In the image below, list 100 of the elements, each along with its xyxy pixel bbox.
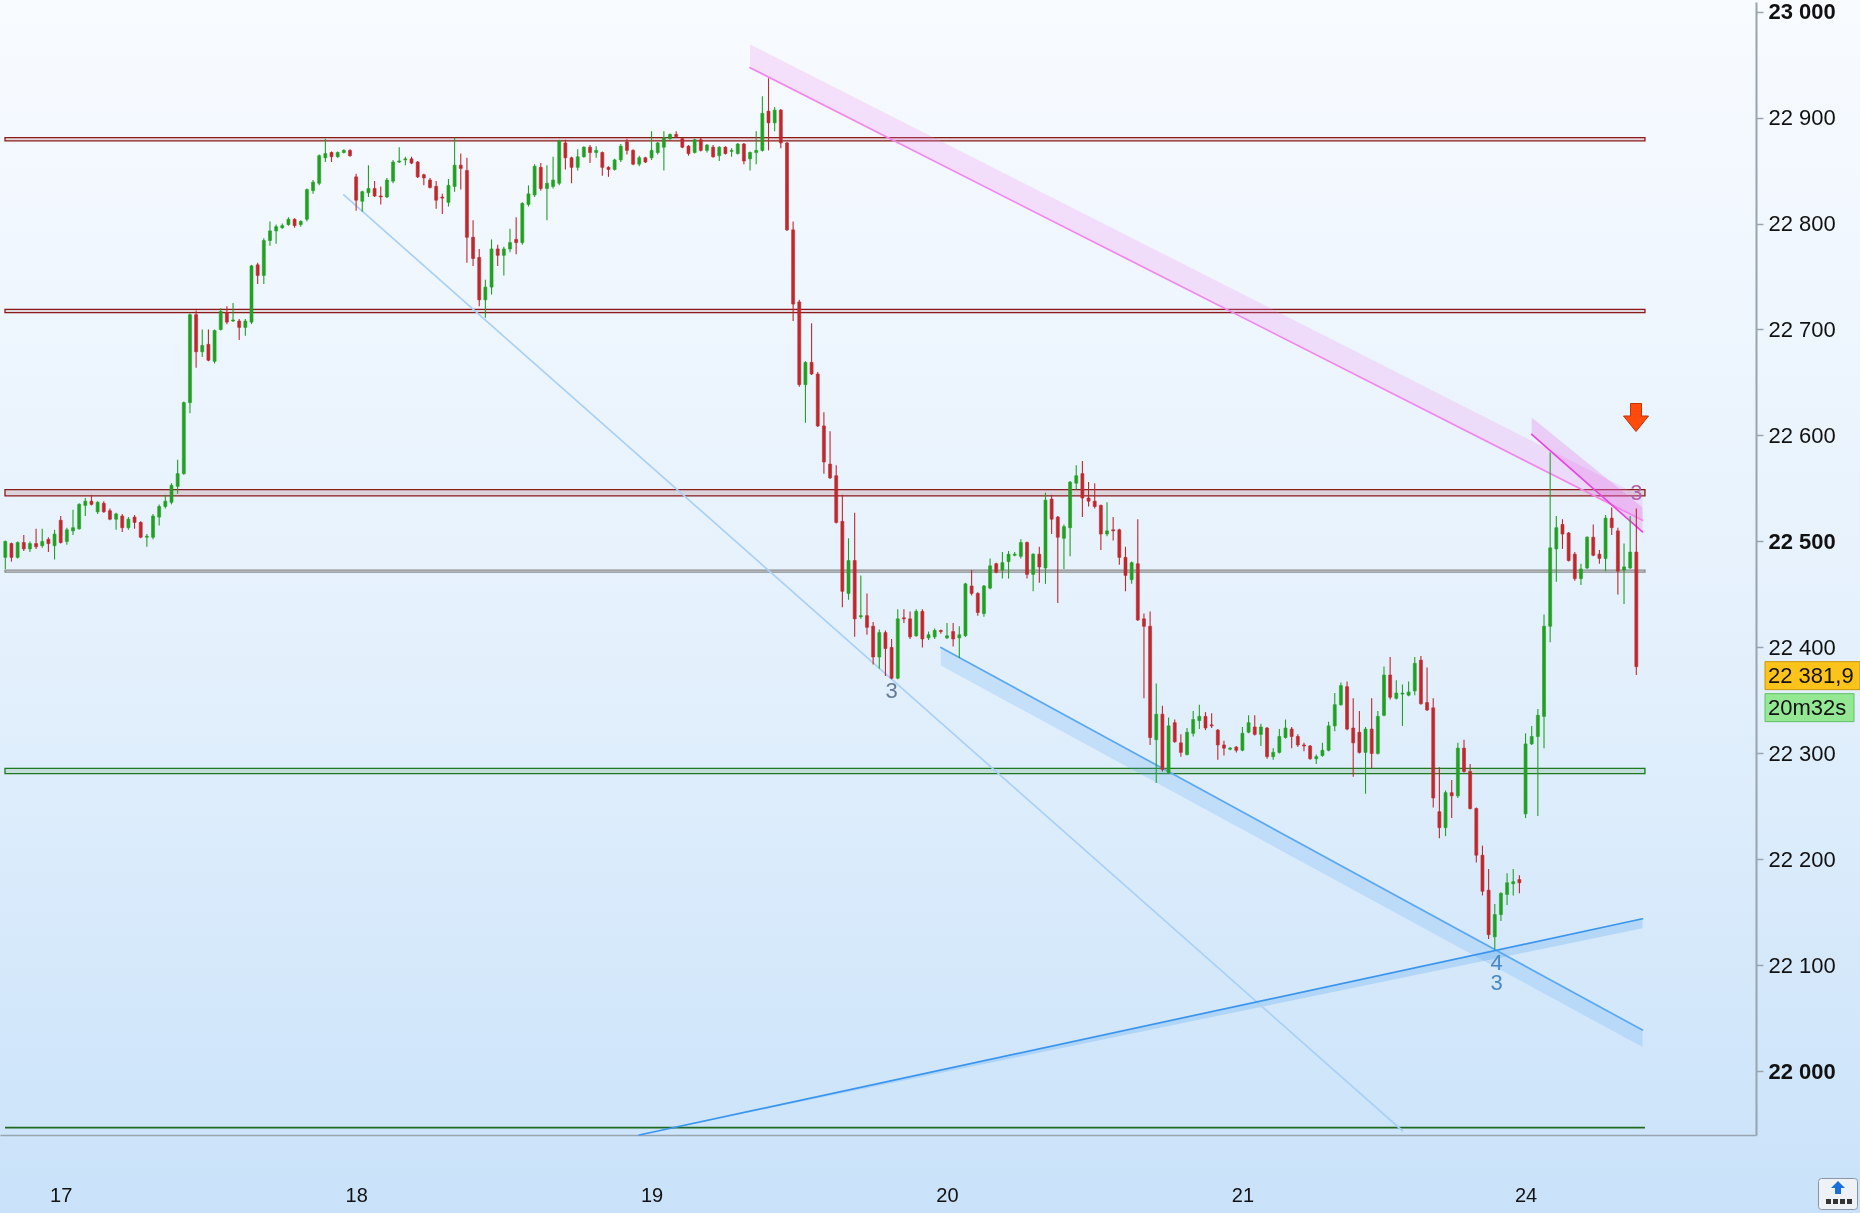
candlestick [1259,723,1263,747]
candlestick [274,224,278,245]
candlestick [988,557,992,590]
candlestick [218,307,223,332]
candlestick [575,148,580,172]
candlestick [545,164,549,221]
candlestick [40,528,45,549]
annotation: 3 [885,678,898,704]
candlestick [969,569,974,597]
candlestick [458,153,463,191]
candlestick [58,515,63,545]
candlestick [1425,667,1429,712]
candlestick [1492,903,1497,951]
candlestick [1185,727,1189,757]
candlestick [1529,725,1534,746]
candlestick [902,608,906,624]
candlestick [1462,739,1466,774]
x-tick-label: 24 [1514,1183,1538,1206]
y-tick-label: 22 300 [1768,740,1836,766]
x-tick-label: 19 [640,1183,664,1206]
x-tick-label: 21 [1231,1183,1255,1206]
candlestick [1388,656,1392,700]
candlestick [237,318,241,341]
y-tick-label: 22 900 [1768,105,1836,131]
candlestick [151,513,155,540]
candlestick [83,497,88,517]
y-tick-label: 23 000 [1768,0,1836,25]
candlestick [378,185,383,205]
candlestick [1449,779,1454,819]
candlestick [1579,563,1583,586]
candlestick [508,228,512,253]
text: 20m32s [1768,694,1847,720]
candlestick [206,328,211,362]
candlestick [1216,728,1220,761]
candlestick [157,503,161,527]
candlestick [145,533,149,548]
candlestick [1351,697,1356,778]
candlestick [1240,726,1245,752]
candlestick [1511,868,1516,897]
candlestick [649,130,654,161]
candlestick [951,622,955,647]
candlestick [1092,482,1097,510]
candlestick [1142,612,1146,699]
candlestick [1006,550,1011,580]
y-tick-label: 22 200 [1768,846,1836,872]
candlestick [600,150,605,177]
candlestick [1222,740,1226,757]
candlestick [1609,507,1614,536]
candlestick [1302,742,1306,752]
candlestick [366,164,371,198]
candlestick [34,528,38,550]
candlestick [434,180,438,210]
x-tick-label: 18 [345,1183,368,1206]
candlestick [1105,501,1109,537]
candlestick [1332,692,1337,732]
candlestick [71,509,75,536]
candlestick [588,144,592,164]
candlestick [200,328,205,358]
y-tick-label: 22 600 [1768,422,1836,448]
candlestick [803,360,808,424]
candlestick [662,130,666,172]
candlestick [538,162,543,192]
candlestick [1505,872,1509,906]
candlestick [514,216,518,255]
candlestick [471,219,475,267]
candlestick [766,77,771,151]
text: 22 381,9 [1768,662,1854,688]
candlestick [1499,891,1503,922]
candlestick [268,220,272,247]
candlestick [1055,515,1060,604]
candlestick [1339,681,1343,707]
candlestick [502,246,506,276]
candlestick [1289,726,1294,749]
candlestick [114,512,118,531]
y-tick-label: 22 100 [1768,952,1836,978]
candlestick [1197,704,1202,730]
x-tick-label: 17 [50,1183,73,1206]
candlestick [1031,552,1035,592]
candlestick [859,574,863,620]
y-tick-label: 22 800 [1768,211,1836,237]
candlestick [772,106,777,132]
candlestick [120,513,125,533]
candlestick [1191,710,1195,738]
y-tick-label: 22 000 [1768,1058,1836,1084]
candlestick [975,591,980,617]
candlestick [1536,708,1540,817]
candlestick [1062,523,1066,570]
candlestick [1111,516,1115,541]
y-tick-label: 22 500 [1768,528,1836,554]
candlestick [391,159,395,184]
candlestick [1437,766,1442,839]
candlestick [354,173,358,212]
candlestick [1172,718,1177,744]
y-tick-label: 22 700 [1768,317,1836,342]
candlestick [1203,711,1208,731]
candlestick [323,138,328,163]
candlestick [1591,523,1596,557]
candlestick [1622,543,1626,605]
candlestick [754,130,758,165]
candlestick [618,143,623,163]
